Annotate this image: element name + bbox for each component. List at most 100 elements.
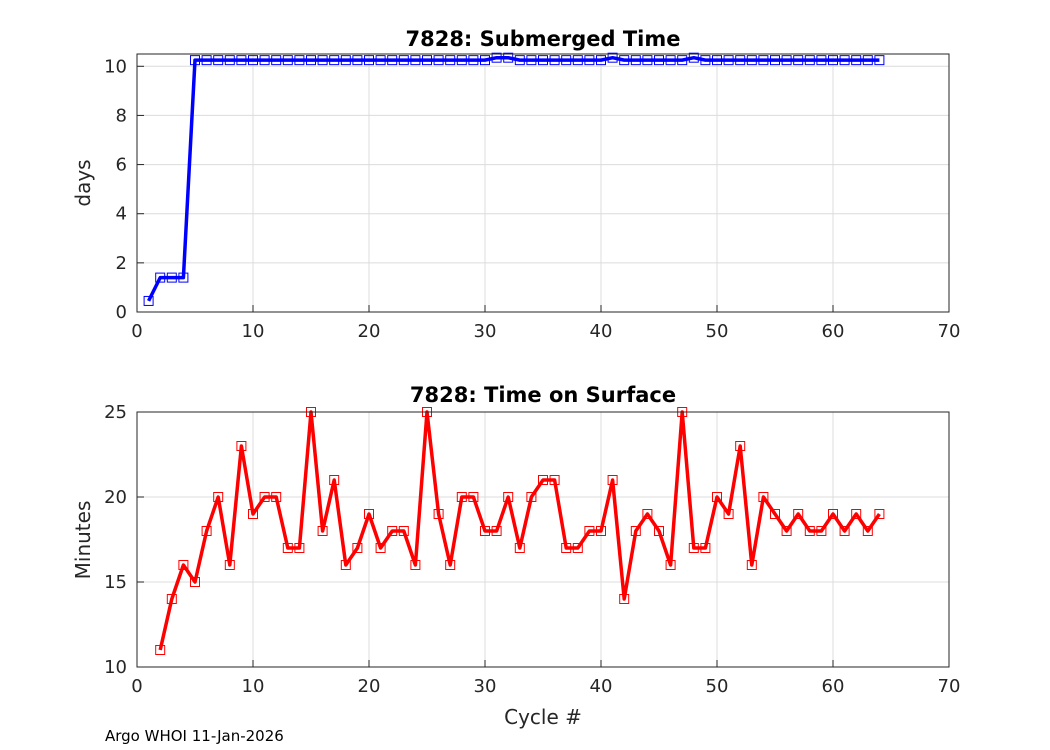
surface-data-point [746, 560, 757, 570]
surface-data-point [781, 526, 792, 536]
surface-data-point [224, 560, 235, 570]
submerged-data-point [248, 55, 258, 66]
submerged-xtick-label: 10 [242, 321, 265, 342]
surface-data-point [468, 492, 479, 502]
surface-data-point [213, 492, 224, 502]
surface-xtick-label: 30 [474, 676, 497, 697]
surface-data-point [642, 509, 653, 519]
submerged-time-panel: 0 10 20 30 40 50 60 70 0 2 4 6 8 10 7828: Submerged T… [71, 27, 960, 342]
submerged-data-point [654, 55, 664, 66]
surface-data-point [862, 526, 873, 536]
surface-data-point [665, 560, 676, 570]
surface-data-point [190, 577, 200, 587]
surface-time-ylabel: Minutes [71, 501, 95, 580]
surface-data-point [271, 492, 282, 502]
submerged-xtick-label: 20 [358, 321, 381, 342]
surface-data-point [340, 560, 351, 570]
submerged-data-point [828, 55, 838, 66]
submerged-data-point [804, 55, 815, 66]
surface-data-point [201, 526, 212, 536]
submerged-data-point [549, 55, 560, 66]
submerged-data-point [456, 55, 467, 66]
submerged-data-point [851, 55, 862, 66]
submerged-data-point [561, 55, 572, 66]
surface-xtick-label: 70 [938, 676, 961, 697]
surface-data-point [364, 509, 374, 519]
surface-data-point [723, 509, 734, 519]
surface-data-point [352, 543, 363, 553]
submerged-series-line [147, 55, 880, 302]
submerged-data-point [317, 55, 328, 66]
submerged-data-point [862, 55, 873, 66]
submerged-data-point [584, 55, 595, 66]
surface-xtick-label: 20 [358, 676, 381, 697]
submerged-ytick-label: 0 [116, 302, 127, 323]
surface-data-point [735, 441, 746, 451]
surface-data-point [793, 509, 804, 519]
surface-data-point [248, 509, 258, 519]
submerged-data-point [677, 55, 688, 66]
surface-data-point [596, 526, 606, 536]
surface-data-point [700, 543, 711, 553]
submerged-data-point [665, 55, 676, 66]
surface-time-series [155, 407, 885, 655]
submerged-data-point [271, 55, 282, 66]
submerged-data-point [282, 55, 293, 66]
submerged-ytick-label: 6 [116, 155, 127, 176]
surface-data-point [549, 475, 560, 485]
surface-data-point [572, 543, 583, 553]
submerged-data-point [178, 272, 189, 283]
submerged-xtick-label: 40 [590, 321, 613, 342]
surface-data-point [456, 492, 467, 502]
submerged-xtick-label: 0 [131, 321, 142, 342]
surface-data-point [155, 645, 166, 655]
surface-data-point [770, 509, 780, 519]
surface-xtick-label: 0 [131, 676, 142, 697]
surface-data-point [712, 492, 722, 502]
submerged-time-series [143, 52, 885, 306]
surface-data-point [294, 543, 305, 553]
submerged-data-point [770, 55, 780, 66]
submerged-time-ylabel: days [71, 159, 95, 206]
surface-data-point [816, 526, 827, 536]
surface-data-point [538, 475, 548, 485]
submerged-data-point [166, 272, 177, 283]
surface-data-point [526, 492, 537, 502]
submerged-data-point [364, 55, 374, 66]
cycle-xlabel: Cycle # [504, 705, 582, 729]
surface-xtick-label: 10 [242, 676, 265, 697]
submerged-data-point [538, 55, 548, 66]
submerged-data-point [236, 55, 247, 66]
submerged-data-point [746, 55, 757, 66]
submerged-time-ticks: 0 10 20 30 40 50 60 70 0 2 4 6 8 10 [104, 56, 960, 342]
submerged-time-axes-frame [136, 53, 950, 313]
surface-data-point [236, 441, 247, 451]
submerged-data-point [213, 55, 224, 66]
surface-data-point [387, 526, 398, 536]
submerged-time-plot-area [136, 53, 950, 313]
submerged-data-point [480, 55, 490, 66]
submerged-data-point [445, 55, 456, 66]
surface-data-point [166, 594, 177, 604]
submerged-data-point [201, 55, 212, 66]
surface-ytick-label: 20 [104, 487, 127, 508]
submerged-data-point [839, 55, 850, 66]
submerged-data-point [340, 55, 351, 66]
submerged-data-point [224, 55, 235, 66]
submerged-ytick-label: 8 [116, 105, 127, 126]
submerged-data-point [468, 55, 479, 66]
surface-data-point [445, 560, 456, 570]
surface-xtick-label: 60 [822, 676, 845, 697]
submerged-data-point [410, 55, 421, 66]
surface-time-plot-area [136, 411, 950, 668]
submerged-data-point [526, 55, 537, 66]
surface-ytick-label: 10 [104, 657, 127, 678]
submerged-xtick-label: 60 [822, 321, 845, 342]
submerged-data-point [514, 55, 525, 66]
submerged-data-point [375, 55, 386, 66]
submerged-data-point [712, 55, 722, 66]
submerged-xtick-label: 30 [474, 321, 497, 342]
submerged-data-point [398, 55, 409, 66]
